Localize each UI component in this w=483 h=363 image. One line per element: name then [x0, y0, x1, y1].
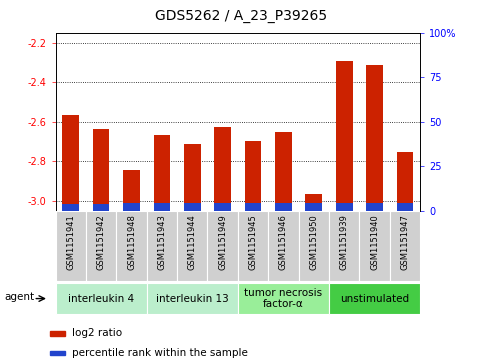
Bar — [50, 351, 65, 355]
Bar — [147, 283, 238, 314]
Bar — [208, 211, 238, 281]
Text: GSM1151939: GSM1151939 — [340, 215, 349, 270]
Bar — [329, 211, 359, 281]
Bar — [275, 132, 292, 211]
Bar — [390, 211, 420, 281]
Bar — [366, 65, 383, 211]
Text: GSM1151944: GSM1151944 — [188, 215, 197, 270]
Text: GSM1151949: GSM1151949 — [218, 215, 227, 270]
Text: tumor necrosis
factor-α: tumor necrosis factor-α — [244, 288, 323, 309]
Bar — [123, 203, 140, 211]
Text: GSM1151943: GSM1151943 — [157, 215, 167, 270]
Bar — [329, 283, 420, 314]
Text: GDS5262 / A_23_P39265: GDS5262 / A_23_P39265 — [156, 9, 327, 23]
Bar — [56, 211, 86, 281]
Text: log2 ratio: log2 ratio — [72, 329, 122, 338]
Text: unstimulated: unstimulated — [340, 294, 409, 303]
Bar — [238, 211, 268, 281]
Text: GSM1151945: GSM1151945 — [249, 215, 257, 270]
Bar — [298, 211, 329, 281]
Bar — [184, 144, 200, 211]
Bar — [275, 203, 292, 211]
Bar — [62, 115, 79, 211]
Bar — [154, 203, 170, 211]
Bar — [62, 204, 79, 211]
Bar — [116, 211, 147, 281]
Bar — [245, 141, 261, 211]
Bar — [86, 211, 116, 281]
Text: GSM1151946: GSM1151946 — [279, 215, 288, 270]
Bar — [305, 194, 322, 211]
Bar — [268, 211, 298, 281]
Text: GSM1151941: GSM1151941 — [66, 215, 75, 270]
Bar — [305, 203, 322, 211]
Text: GSM1151947: GSM1151947 — [400, 215, 410, 270]
Bar — [397, 152, 413, 211]
Bar — [336, 61, 353, 211]
Text: interleukin 4: interleukin 4 — [68, 294, 134, 303]
Text: GSM1151950: GSM1151950 — [309, 215, 318, 270]
Text: GSM1151940: GSM1151940 — [370, 215, 379, 270]
Bar — [184, 203, 200, 211]
Bar — [93, 129, 110, 211]
Bar — [359, 211, 390, 281]
Text: GSM1151942: GSM1151942 — [97, 215, 106, 270]
Bar — [214, 127, 231, 211]
Bar — [214, 203, 231, 211]
Text: interleukin 13: interleukin 13 — [156, 294, 228, 303]
Bar — [177, 211, 208, 281]
Text: agent: agent — [4, 292, 35, 302]
Bar — [93, 204, 110, 211]
Bar — [147, 211, 177, 281]
Text: GSM1151948: GSM1151948 — [127, 215, 136, 270]
Bar — [366, 203, 383, 211]
Bar — [238, 283, 329, 314]
Bar — [50, 331, 65, 336]
Bar — [245, 203, 261, 211]
Text: percentile rank within the sample: percentile rank within the sample — [72, 348, 248, 358]
Bar — [154, 135, 170, 211]
Bar — [56, 283, 147, 314]
Bar — [336, 203, 353, 211]
Bar — [123, 170, 140, 211]
Bar — [397, 203, 413, 211]
